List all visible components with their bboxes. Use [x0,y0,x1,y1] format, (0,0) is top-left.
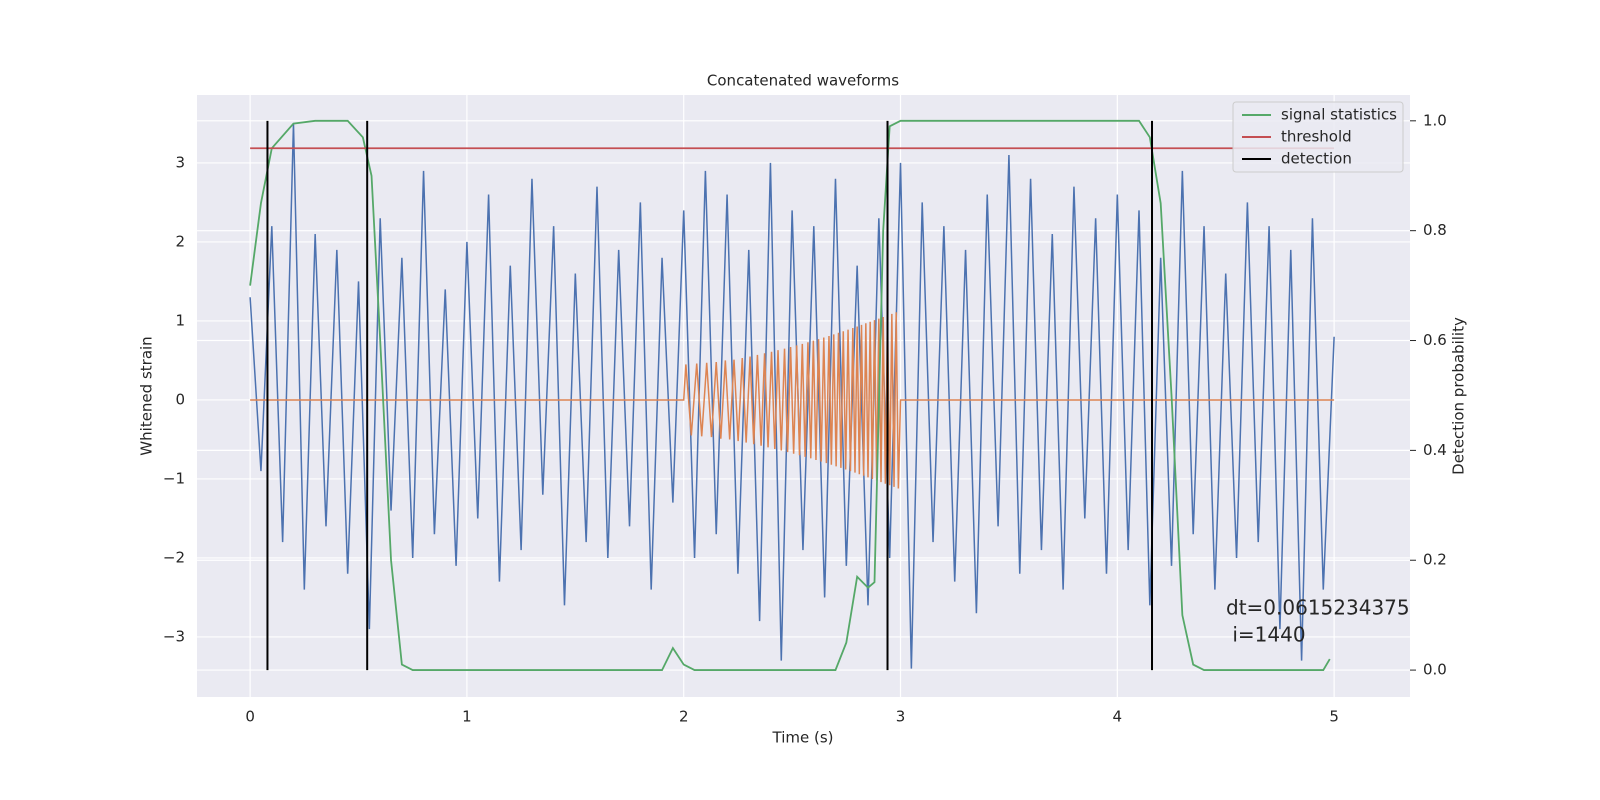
y2-tick-label: 0.0 [1423,661,1447,679]
y2-tick-label: 0.8 [1423,221,1447,239]
legend-box [1232,101,1404,173]
x-axis-label: Time (s) [772,729,834,747]
waveform-line [250,312,1335,489]
y2-tick-label: 1.0 [1423,111,1447,129]
x-tick-label: 5 [1329,708,1339,726]
y-tick-label: −2 [163,548,185,566]
annotation: i=1440 [1226,623,1306,647]
y2-tick-label: 0.6 [1423,331,1447,349]
x-tick-label: 1 [462,708,472,726]
y2-tick-label: 0.4 [1423,441,1447,459]
series-line [249,119,1331,671]
y-tick-label: 2 [175,232,185,250]
legend-label: signal statistics [1281,106,1397,124]
legend-label: threshold [1281,128,1352,146]
annotation: dt=0.0615234375 [1226,596,1410,620]
x-tick-label: 2 [679,708,689,726]
y2-axis-label: Detection probability [1450,317,1468,475]
x-tick-label: 4 [1113,708,1123,726]
x-tick-label: 0 [245,708,255,726]
strain-line [249,123,1335,669]
y-tick-label: −3 [163,627,185,645]
y-tick-label: −1 [163,469,185,487]
x-tick-label: 3 [896,708,906,726]
y-tick-label: 0 [175,390,185,408]
y2-tick-label: 0.2 [1423,551,1447,569]
y-axis-label: Whitened strain [138,336,156,455]
chart-title: Concatenated waveforms [707,72,899,90]
y-tick-label: 1 [175,311,185,329]
legend-label: detection [1281,150,1352,168]
y-tick-label: 3 [175,153,185,171]
